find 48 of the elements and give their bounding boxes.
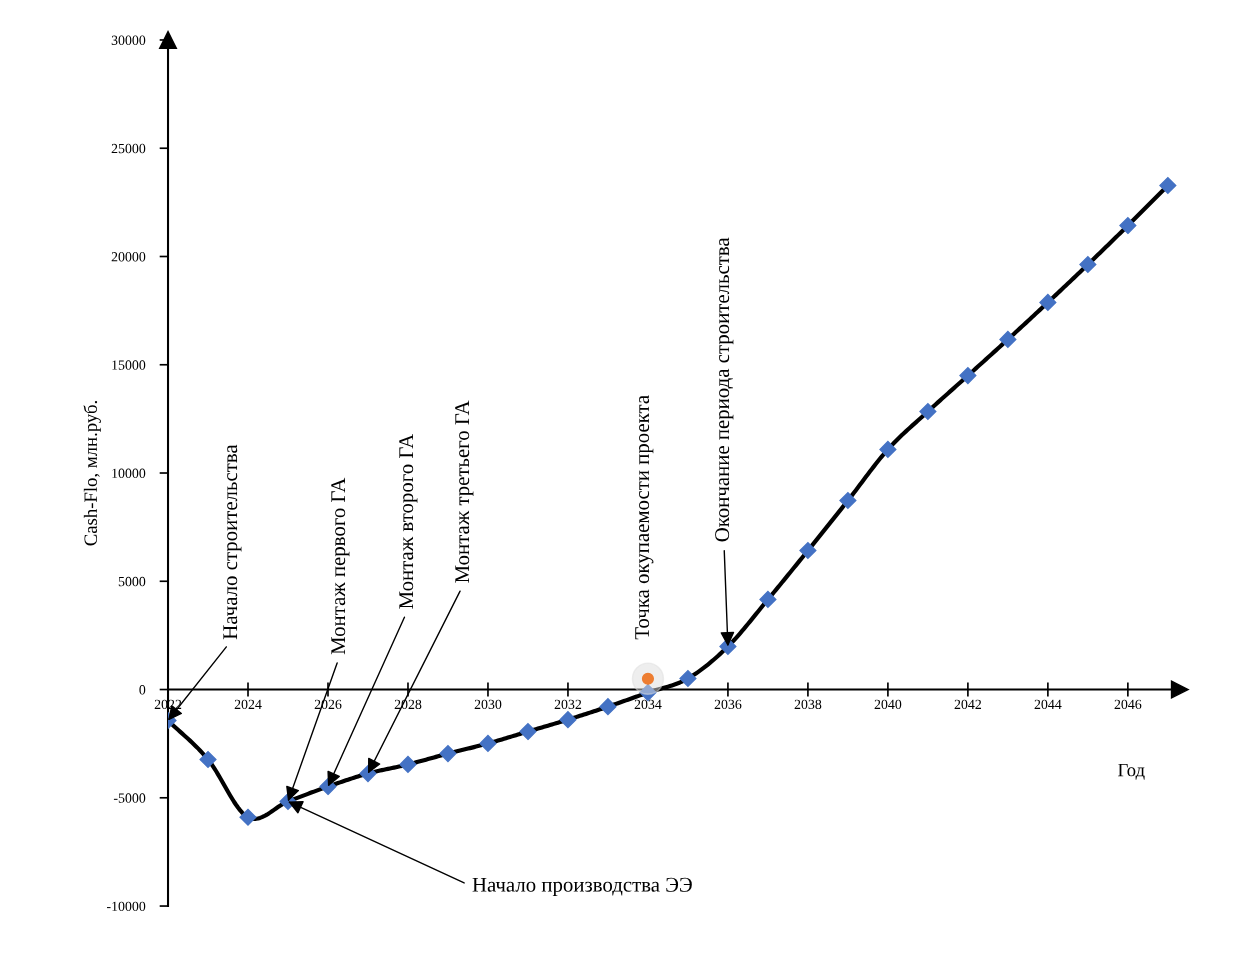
x-tick-label: 2030 bbox=[474, 699, 502, 710]
y-tick-label: 25000 bbox=[111, 143, 146, 154]
point bbox=[1159, 176, 1177, 195]
annotation: Начало производства ЭЭ bbox=[472, 877, 692, 897]
y-axis-title: Cash-Flo, млн.руб. bbox=[83, 400, 101, 546]
point bbox=[479, 734, 497, 752]
y-tick-label: 30000 bbox=[111, 35, 146, 45]
point bbox=[879, 440, 897, 458]
point bbox=[559, 711, 577, 729]
x-tick-label: 2034 bbox=[634, 699, 662, 710]
x-tick-label: 2036 bbox=[714, 699, 742, 710]
x-tick-label: 2044 bbox=[1034, 699, 1062, 710]
point bbox=[439, 745, 457, 763]
point bbox=[799, 541, 817, 560]
annotation: Точка окупаемости проекта bbox=[635, 395, 654, 640]
point bbox=[599, 698, 617, 716]
point bbox=[239, 808, 257, 826]
point bbox=[679, 669, 697, 688]
annotation: Монтаж первого ГА bbox=[331, 477, 350, 655]
annotation: Окончание периода строительства bbox=[715, 237, 734, 542]
y-tick-label: 10000 bbox=[112, 468, 146, 478]
point bbox=[839, 491, 857, 510]
point bbox=[399, 755, 417, 773]
x-axis-title: Год bbox=[1118, 763, 1145, 780]
point bbox=[959, 367, 977, 385]
y-tick-label: 5000 bbox=[118, 576, 146, 587]
point bbox=[199, 750, 217, 769]
x-tick-label: 2042 bbox=[954, 699, 982, 710]
point bbox=[1119, 216, 1137, 235]
x-tick-label: 2040 bbox=[874, 699, 902, 710]
point bbox=[919, 402, 937, 421]
x-tick-label: 2046 bbox=[1114, 699, 1142, 710]
point bbox=[1039, 293, 1057, 311]
x-tick-label: 2024 bbox=[234, 699, 262, 710]
y-tick-label: 15000 bbox=[112, 360, 146, 370]
annotation: Начало строительства bbox=[223, 444, 242, 640]
y-tick-label: 0 bbox=[139, 685, 146, 695]
point bbox=[519, 722, 537, 741]
y-tick-label: -10000 bbox=[106, 901, 146, 911]
annotation: Монтаж второго ГА bbox=[399, 433, 418, 609]
x-tick-label: 2038 bbox=[794, 699, 822, 710]
point bbox=[999, 330, 1017, 348]
y-tick-label: -5000 bbox=[113, 793, 146, 803]
x-tick-label: 2032 bbox=[554, 699, 582, 710]
point bbox=[1079, 255, 1097, 274]
y-tick-label: 20000 bbox=[111, 252, 146, 262]
annotation: Монтаж третьего ГА bbox=[455, 400, 474, 583]
point bbox=[759, 590, 777, 609]
